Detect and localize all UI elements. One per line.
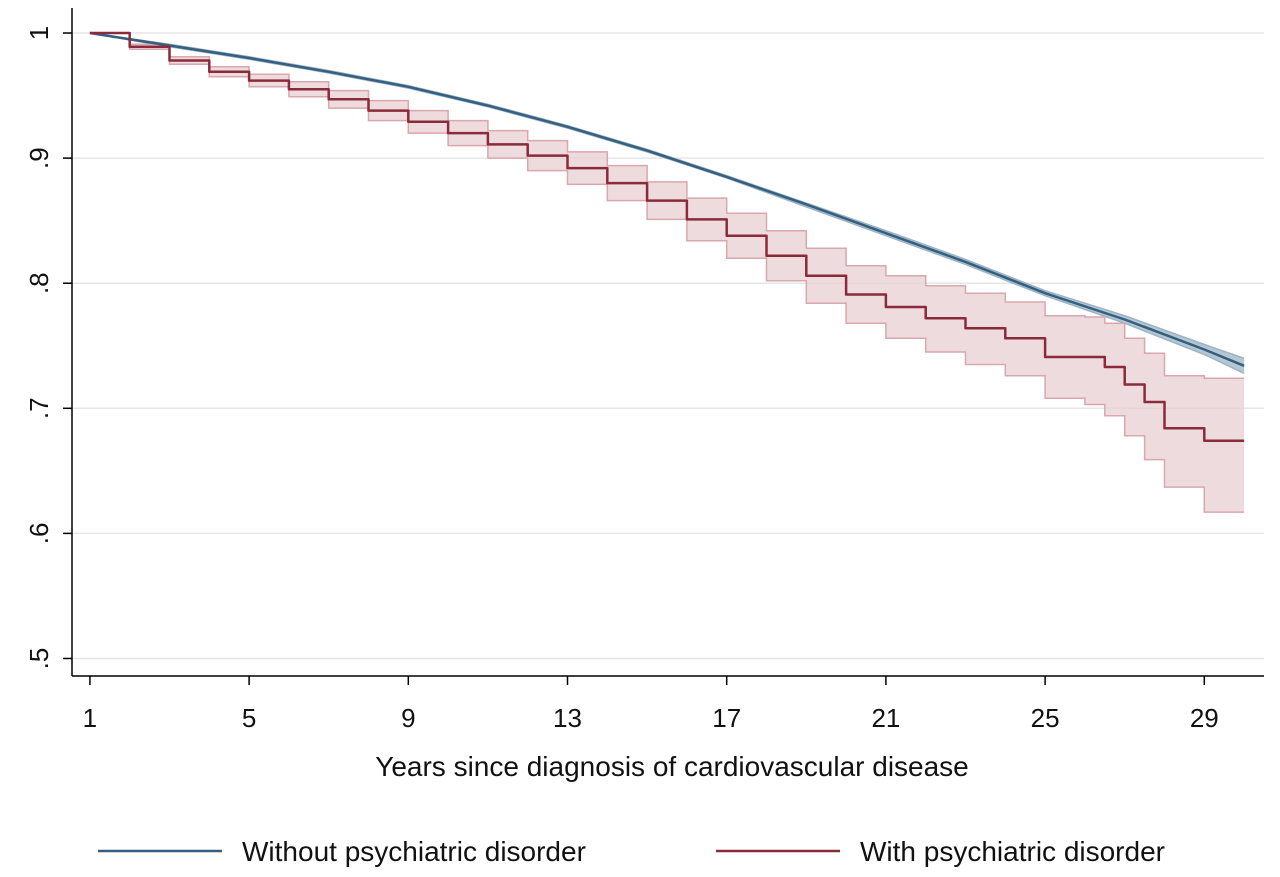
x-axis-title: Years since diagnosis of cardiovascular …	[375, 751, 969, 782]
x-tick-label: 17	[712, 703, 741, 733]
legend-label-1: Without psychiatric disorder	[242, 836, 586, 867]
x-tick-label: 1	[83, 703, 97, 733]
y-tick-label: .5	[24, 648, 54, 670]
band-lower-2	[89, 32, 1245, 513]
x-tick-label: 21	[871, 703, 900, 733]
y-tick-label: .7	[24, 397, 54, 419]
series-line-1	[89, 31, 1245, 367]
y-tick-label: 1	[24, 26, 54, 40]
series-lines	[89, 31, 1245, 443]
x-tick-label: 25	[1031, 703, 1060, 733]
x-tick-label: 9	[401, 703, 415, 733]
x-tick-label: 13	[553, 703, 582, 733]
legend-label-2: With psychiatric disorder	[860, 836, 1165, 867]
y-tick-label: .6	[24, 523, 54, 545]
y-tick-label: .8	[24, 272, 54, 294]
x-tick-label: 5	[242, 703, 256, 733]
axes: .5 .6 .7 .8 .9 1 1 5 9 13 17 21 25 29	[24, 8, 1264, 733]
x-tick-label: 29	[1190, 703, 1219, 733]
series-line-2	[89, 31, 1245, 443]
y-tick-label: .9	[24, 147, 54, 169]
band-upper-2	[89, 32, 1245, 380]
legend: Without psychiatric disorder With psychia…	[98, 836, 1165, 867]
